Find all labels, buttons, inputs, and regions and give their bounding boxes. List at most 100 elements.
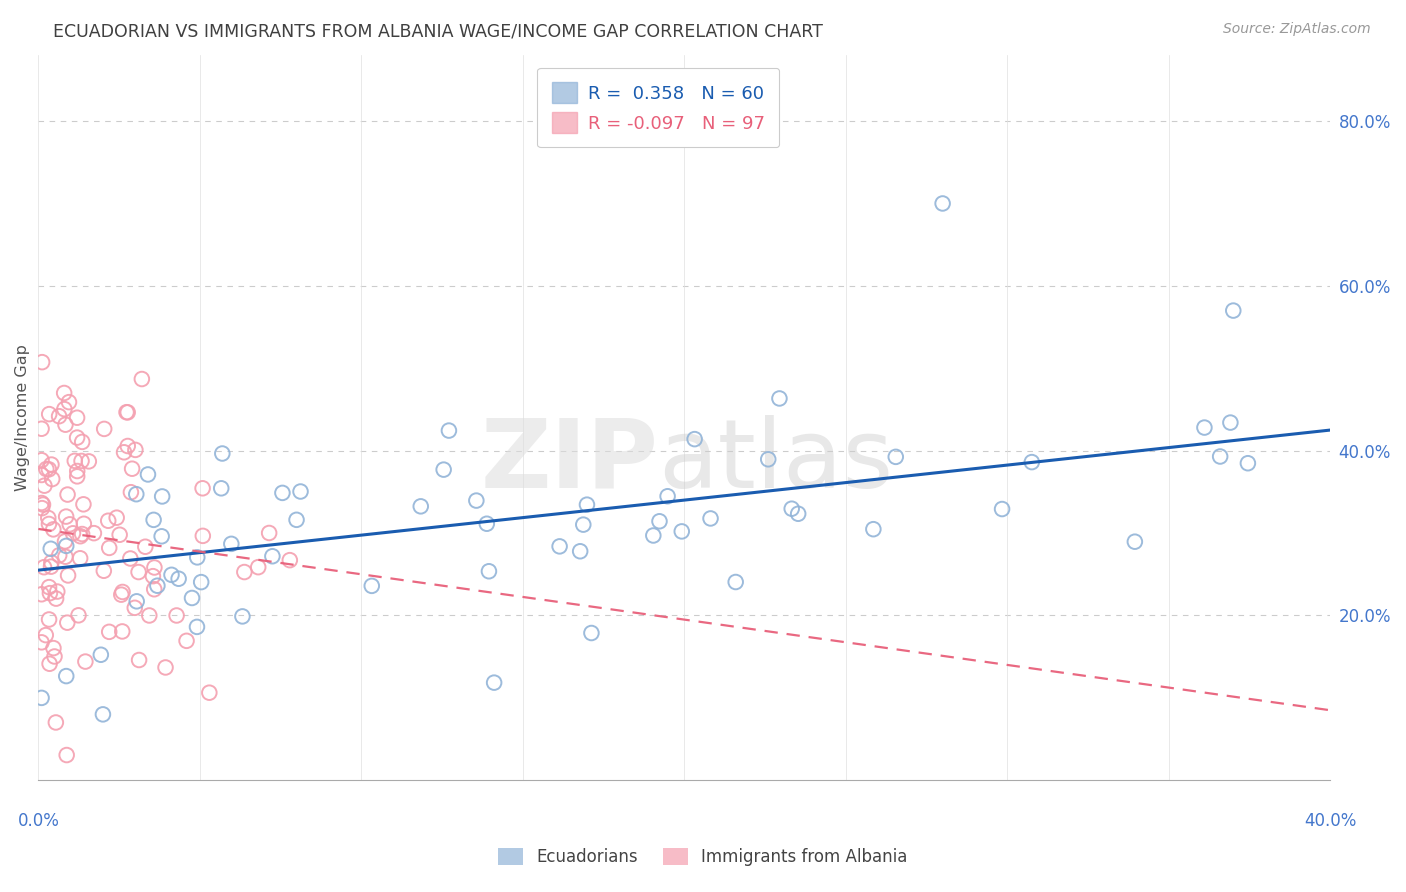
Point [120,551,142,566]
Point [117,439,139,453]
Point [648,514,671,528]
Point [221,537,243,551]
Point [55,539,77,553]
Text: Source: ZipAtlas.com: Source: ZipAtlas.com [1223,22,1371,37]
Point [90,648,112,662]
Point [35,462,58,476]
Point [125,594,148,608]
Point [110,588,132,602]
Point [290,484,312,499]
Point [433,462,456,476]
Point [120,485,142,500]
Point [124,442,146,457]
Point [191,529,214,543]
Point [72,497,94,511]
Point [360,579,382,593]
Point [31,355,53,369]
Point [66,431,89,445]
Point [56,568,79,582]
Point [142,513,165,527]
Point [38,462,60,476]
Point [233,565,256,579]
Point [69,551,91,566]
Point [55,509,77,524]
Point [190,575,212,590]
Point [134,540,156,554]
Point [548,540,571,554]
Point [112,445,135,459]
Point [73,516,96,531]
Point [787,507,810,521]
Point [70,527,93,541]
Point [59,517,82,532]
Point [38,657,60,671]
Point [70,434,93,449]
Point [862,522,884,536]
Point [56,615,79,630]
Point [884,450,907,464]
Point [257,526,280,541]
Point [37,511,59,525]
Point [121,461,143,475]
Point [41,472,63,486]
Point [41,458,63,472]
Point [278,553,301,567]
Point [42,641,65,656]
Point [55,549,77,564]
Point [45,591,67,606]
Point [167,572,190,586]
Text: ECUADORIAN VS IMMIGRANTS FROM ALBANIA WAGE/INCOME GAP CORRELATION CHART: ECUADORIAN VS IMMIGRANTS FROM ALBANIA WA… [53,22,824,40]
Point [146,579,169,593]
Point [931,196,953,211]
Point [58,395,80,409]
Point [31,635,53,649]
Point [150,529,173,543]
Point [48,549,70,563]
Point [150,490,173,504]
Point [1237,456,1260,470]
Point [155,660,177,674]
Point [111,585,134,599]
Point [117,405,139,419]
Point [1222,303,1244,318]
Point [271,486,294,500]
Point [569,544,592,558]
Point [63,454,86,468]
Point [39,559,62,574]
Point [143,560,166,574]
Point [93,564,115,578]
Point [42,522,65,536]
Point [53,386,76,401]
Point [136,467,159,482]
Point [262,549,284,564]
Point [768,392,790,406]
Point [176,633,198,648]
Point [105,510,128,524]
Point [31,587,53,601]
Point [643,528,665,542]
Point [108,527,131,541]
Point [32,498,55,512]
Point [48,409,70,424]
Point [780,501,803,516]
Point [657,489,679,503]
Point [166,608,188,623]
Point [1209,450,1232,464]
Text: 40.0%: 40.0% [1303,812,1357,830]
Text: atlas: atlas [658,415,894,508]
Point [35,628,58,642]
Point [45,715,67,730]
Point [125,487,148,501]
Point [62,526,84,541]
Point [53,534,76,549]
Point [66,410,89,425]
Point [181,591,204,605]
Point [198,686,221,700]
Point [478,564,501,578]
Point [77,454,100,468]
Point [56,487,79,501]
Text: ZIP: ZIP [481,415,658,508]
Point [66,464,89,478]
Point [39,541,62,556]
Point [31,453,53,467]
